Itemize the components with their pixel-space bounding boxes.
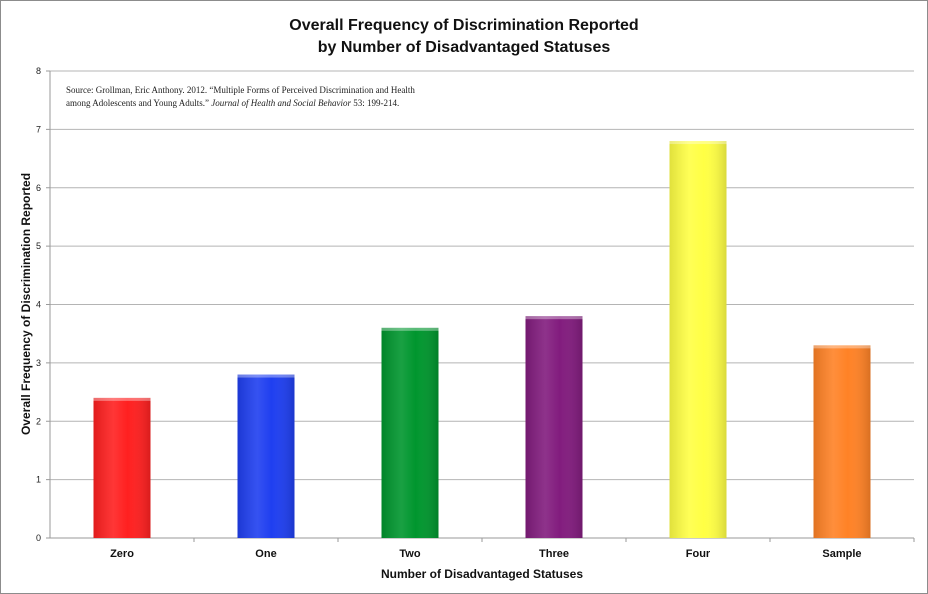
bar-shading-four [669,141,727,539]
x-category-label-two: Two [399,548,420,560]
bar-top-highlight-sample [813,345,871,349]
chart-title-line-2: by Number of Disadvantaged Statuses [318,39,611,56]
y-axis-title: Overall Frequency of Discrimination Repo… [19,173,33,435]
bar-shading-three [525,316,583,538]
bar-top-highlight-two [381,327,439,331]
y-tick-label-6: 6 [36,183,41,193]
source-journal-title: Journal of Health and Social Behavior [211,98,351,108]
bar-shading-sample [813,345,871,538]
gridlines [49,70,914,539]
bar-shading-one [237,374,295,538]
bar-top-highlight-one [237,374,295,378]
source-annotation-line-1: Source: Grollman, Eric Anthony. 2012. “M… [66,85,415,95]
y-axis-ticks: 0 1 2 3 4 5 6 7 8 [36,66,50,543]
x-category-label-four: Four [686,548,711,560]
x-category-label-zero: Zero [110,548,134,560]
x-category-label-three: Three [539,548,569,560]
x-axis-title: Number of Disadvantaged Statuses [381,567,583,581]
y-tick-label-8: 8 [36,66,41,76]
y-tick-label-5: 5 [36,241,41,251]
x-category-label-one: One [255,548,276,560]
bar-top-highlight-four [669,141,727,145]
chart-title-line-1: Overall Frequency of Discrimination Repo… [289,17,638,34]
bar-shading-two [381,327,439,538]
bar-top-highlight-zero [93,397,151,401]
y-tick-label-1: 1 [36,475,41,485]
y-tick-label-4: 4 [36,300,41,310]
source-annotation-part-1: among Adolescents and Young Adults.” [66,98,211,108]
source-annotation-part-3: 53: 199-214. [351,98,399,108]
x-category-label-sample: Sample [822,548,861,560]
y-tick-label-7: 7 [36,124,41,134]
bar-top-highlight-three [525,316,583,320]
y-tick-label-3: 3 [36,358,41,368]
x-axis-category-labels: Zero One Two Three Four Sample [110,538,915,560]
y-tick-label-2: 2 [36,416,41,426]
source-annotation-line-2: among Adolescents and Young Adults.” Jou… [66,98,399,108]
bars [93,141,871,539]
y-tick-label-0: 0 [36,533,41,543]
bar-shading-zero [93,397,151,538]
